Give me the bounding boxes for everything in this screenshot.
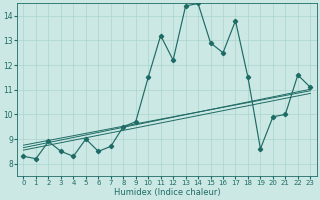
X-axis label: Humidex (Indice chaleur): Humidex (Indice chaleur) — [114, 188, 220, 197]
